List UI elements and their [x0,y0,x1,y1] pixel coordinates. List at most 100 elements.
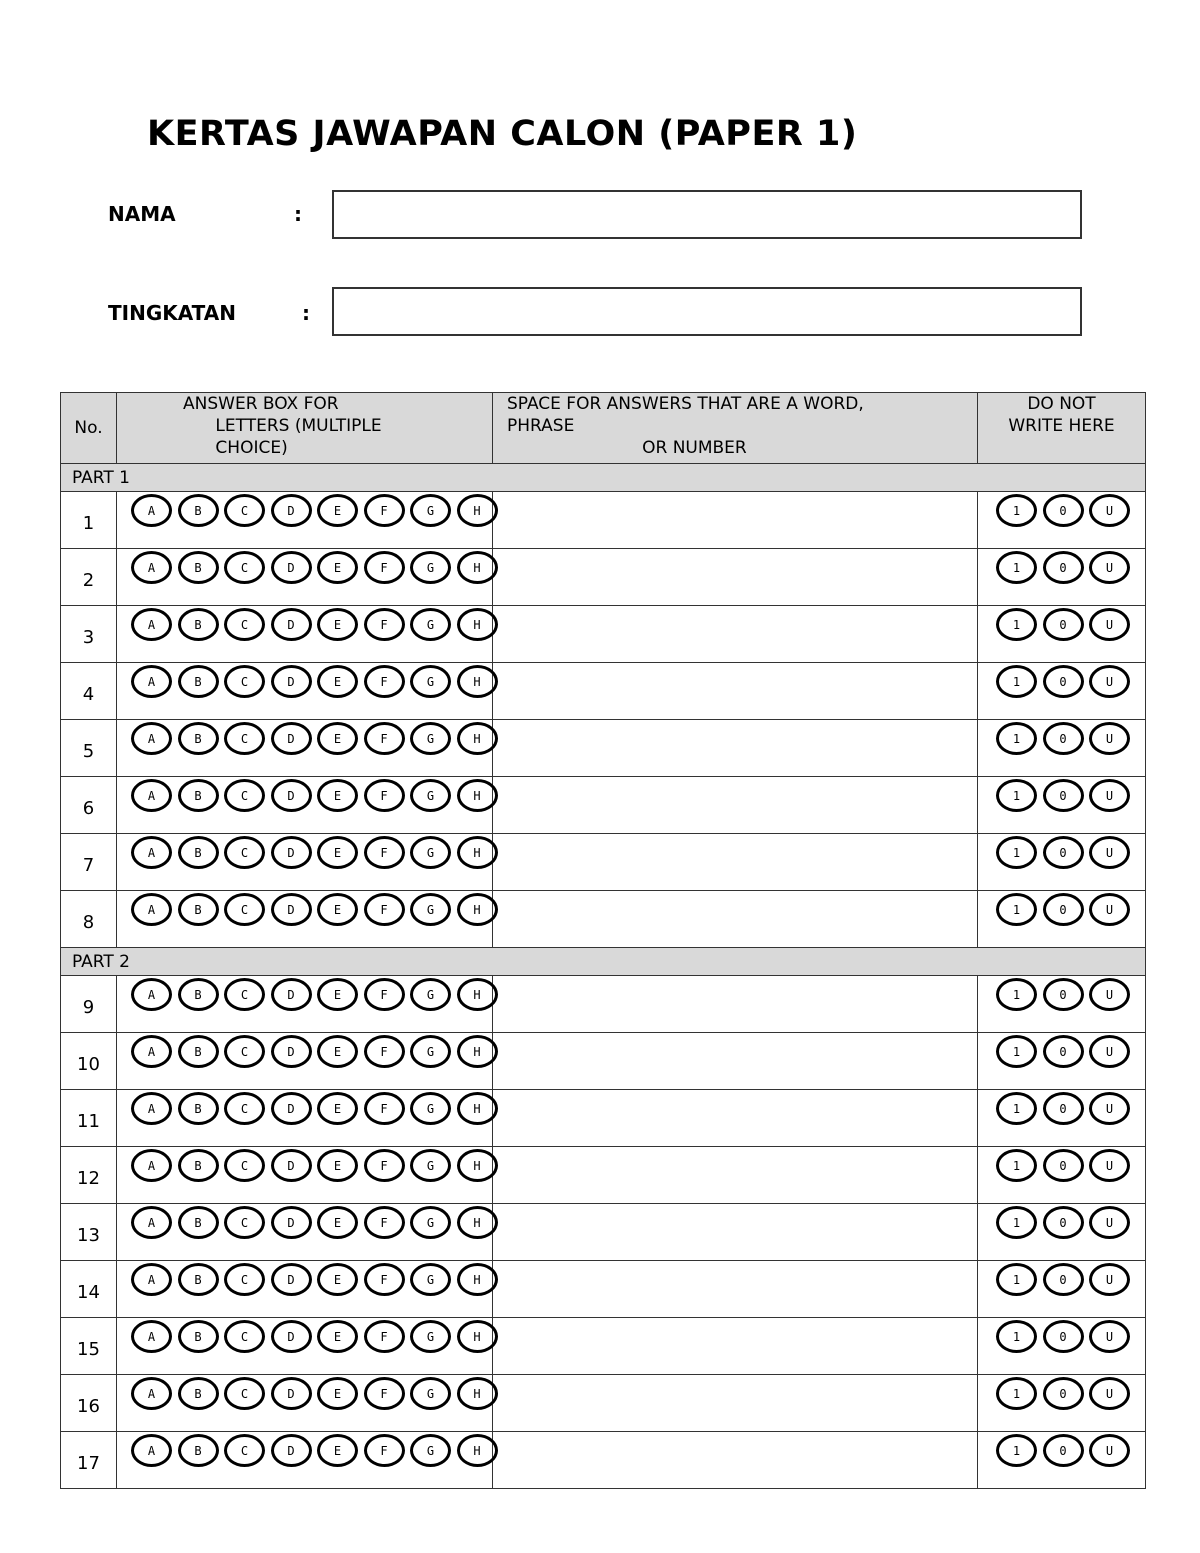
choice-bubble[interactable]: E [317,608,358,641]
answer-space[interactable] [492,1146,978,1204]
choice-bubble[interactable]: B [177,779,219,812]
answer-space[interactable] [492,662,978,720]
choice-bubble[interactable]: C [224,836,265,869]
choice-bubble[interactable]: E [317,722,358,755]
choice-bubble[interactable]: D [270,1206,312,1239]
choice-bubble[interactable]: F [363,1149,405,1182]
choice-bubble[interactable]: G [410,893,451,926]
choice-bubble[interactable]: A [131,494,172,527]
choice-bubble[interactable]: F [363,1263,405,1296]
choice-bubble[interactable]: B [177,1092,219,1125]
choice-bubble[interactable]: A [131,551,172,584]
answer-space[interactable] [492,1089,978,1147]
answer-space[interactable] [492,548,978,606]
choice-bubble[interactable]: B [177,1149,219,1182]
choice-bubble[interactable]: C [224,1434,265,1467]
choice-bubble[interactable]: B [177,1206,219,1239]
choice-bubble[interactable]: G [410,1263,451,1296]
answer-space[interactable] [492,1260,978,1318]
choice-bubble[interactable]: A [131,608,172,641]
choice-bubble[interactable]: A [131,1035,172,1068]
choice-bubble[interactable]: A [131,1377,172,1410]
choice-bubble[interactable]: H [456,1149,498,1182]
choice-bubble[interactable]: B [177,893,219,926]
choice-bubble[interactable]: H [456,1206,498,1239]
choice-bubble[interactable]: C [224,1263,265,1296]
choice-bubble[interactable]: C [224,551,265,584]
choice-bubble[interactable]: D [270,494,312,527]
choice-bubble[interactable]: B [177,1263,219,1296]
choice-bubble[interactable]: F [363,1377,405,1410]
choice-bubble[interactable]: C [224,722,265,755]
choice-bubble[interactable]: B [177,1377,219,1410]
choice-bubble[interactable]: E [317,1092,358,1125]
choice-bubble[interactable]: G [410,836,451,869]
choice-bubble[interactable]: G [410,1092,451,1125]
choice-bubble[interactable]: E [317,978,358,1011]
choice-bubble[interactable]: B [177,665,219,698]
answer-space[interactable] [492,1032,978,1090]
choice-bubble[interactable]: H [456,978,498,1011]
answer-space[interactable] [492,605,978,663]
choice-bubble[interactable]: A [131,978,172,1011]
choice-bubble[interactable]: H [456,722,498,755]
choice-bubble[interactable]: H [456,608,498,641]
choice-bubble[interactable]: C [224,779,265,812]
choice-bubble[interactable]: E [317,1320,358,1353]
choice-bubble[interactable]: B [177,551,219,584]
choice-bubble[interactable]: D [270,608,312,641]
choice-bubble[interactable]: C [224,1092,265,1125]
choice-bubble[interactable]: F [363,779,405,812]
choice-bubble[interactable]: B [177,722,219,755]
choice-bubble[interactable]: A [131,722,172,755]
choice-bubble[interactable]: H [456,1035,498,1068]
choice-bubble[interactable]: G [410,608,451,641]
choice-bubble[interactable]: C [224,893,265,926]
choice-bubble[interactable]: H [456,1263,498,1296]
choice-bubble[interactable]: G [410,551,451,584]
choice-bubble[interactable]: E [317,893,358,926]
choice-bubble[interactable]: G [410,978,451,1011]
choice-bubble[interactable]: E [317,665,358,698]
choice-bubble[interactable]: G [410,494,451,527]
choice-bubble[interactable]: G [410,1320,451,1353]
choice-bubble[interactable]: F [363,978,405,1011]
choice-bubble[interactable]: D [270,1092,312,1125]
choice-bubble[interactable]: C [224,978,265,1011]
choice-bubble[interactable]: A [131,1320,172,1353]
choice-bubble[interactable]: E [317,1377,358,1410]
choice-bubble[interactable]: A [131,1206,172,1239]
choice-bubble[interactable]: H [456,494,498,527]
answer-space[interactable] [492,890,978,948]
answer-space[interactable] [492,719,978,777]
choice-bubble[interactable]: D [270,1377,312,1410]
choice-bubble[interactable]: D [270,1434,312,1467]
choice-bubble[interactable]: A [131,1149,172,1182]
choice-bubble[interactable]: E [317,1149,358,1182]
choice-bubble[interactable]: A [131,1092,172,1125]
choice-bubble[interactable]: B [177,978,219,1011]
answer-space[interactable] [492,1374,978,1432]
choice-bubble[interactable]: A [131,836,172,869]
choice-bubble[interactable]: D [270,551,312,584]
choice-bubble[interactable]: C [224,665,265,698]
choice-bubble[interactable]: H [456,1377,498,1410]
choice-bubble[interactable]: H [456,551,498,584]
choice-bubble[interactable]: H [456,1434,498,1467]
choice-bubble[interactable]: F [363,893,405,926]
choice-bubble[interactable]: G [410,1434,451,1467]
answer-space[interactable] [492,1431,978,1489]
choice-bubble[interactable]: F [363,1206,405,1239]
choice-bubble[interactable]: G [410,1206,451,1239]
choice-bubble[interactable]: B [177,608,219,641]
choice-bubble[interactable]: G [410,665,451,698]
choice-bubble[interactable]: G [410,779,451,812]
choice-bubble[interactable]: F [363,1035,405,1068]
choice-bubble[interactable]: F [363,1092,405,1125]
answer-space[interactable] [492,1317,978,1375]
choice-bubble[interactable]: D [270,722,312,755]
choice-bubble[interactable]: C [224,1035,265,1068]
choice-bubble[interactable]: F [363,494,405,527]
choice-bubble[interactable]: B [177,1320,219,1353]
choice-bubble[interactable]: H [456,1092,498,1125]
